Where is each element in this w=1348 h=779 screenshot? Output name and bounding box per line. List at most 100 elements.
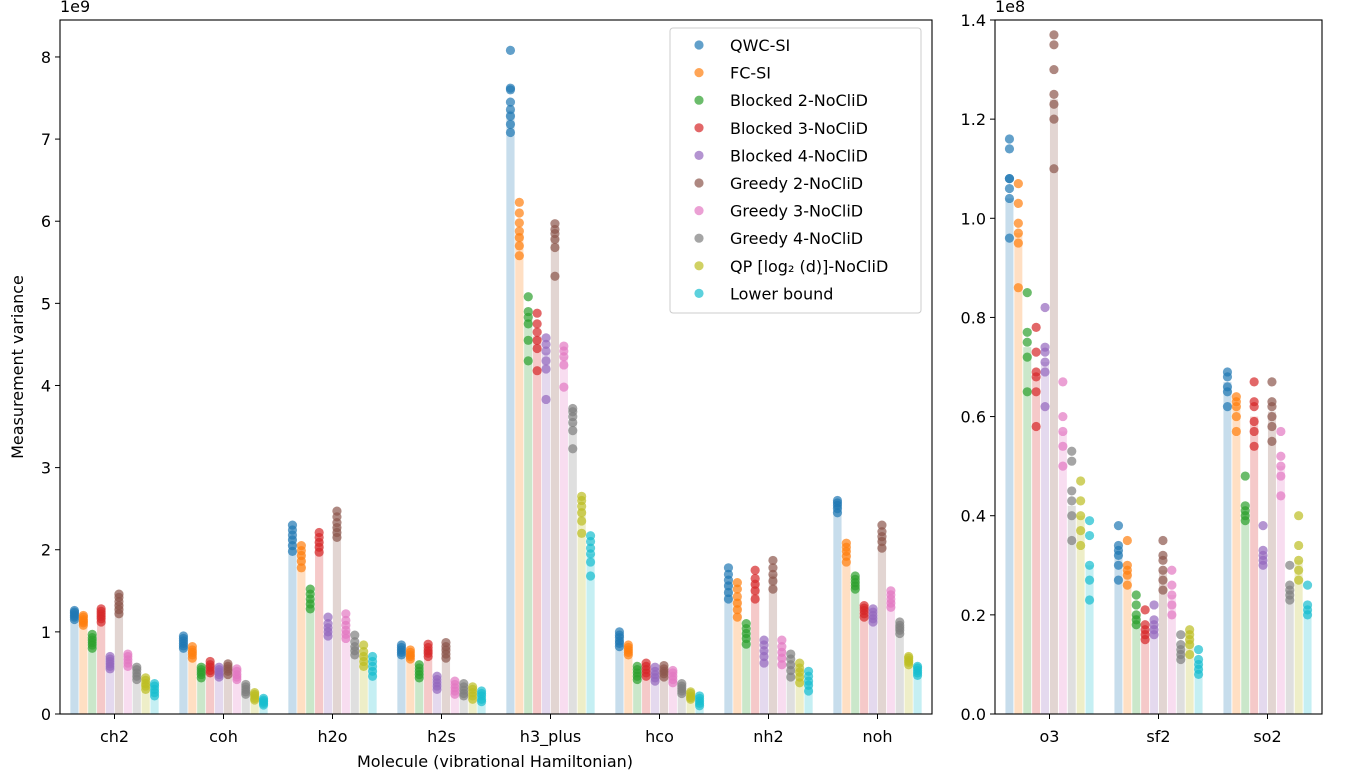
point-h3_plus-fc-si-2 bbox=[514, 233, 524, 243]
y-tick-label: 3 bbox=[41, 459, 51, 478]
bar-nh2-blocked-3-noclid bbox=[751, 582, 760, 714]
bar-sf2-greedy-3-noclid bbox=[1167, 595, 1176, 714]
x-tick-label-coh: coh bbox=[209, 727, 238, 746]
point-h3_plus-greedy-3-noclid-1 bbox=[559, 360, 569, 370]
y-tick-label: 7 bbox=[41, 130, 51, 149]
point-so2-greedy-3-noclid-2 bbox=[1276, 461, 1286, 471]
bar-noh-blocked-4-noclid bbox=[868, 615, 878, 714]
point-o3-greedy-2-noclid-3 bbox=[1049, 89, 1059, 99]
point-hco-blocked-3-noclid-4 bbox=[641, 658, 651, 668]
point-o3-greedy-4-noclid-2 bbox=[1067, 496, 1077, 506]
point-nh2-lower-bound-4 bbox=[803, 666, 814, 676]
legend-marker-greedy-4-noclid bbox=[694, 233, 704, 243]
point-h3_plus-greedy-2-noclid-5 bbox=[550, 219, 560, 229]
point-coh-qp-log-d-noclid-4 bbox=[250, 688, 260, 698]
bar-hco-greedy-2-noclid bbox=[659, 668, 669, 714]
left-panel: ch2 coh h2o h2s h3_plus hco nh2 noh 0 1 2 3 4 5 6 7 8 bbox=[41, 19, 933, 747]
bar-h3_plus-fc-si bbox=[515, 233, 524, 715]
bar-ch2-fc-si bbox=[79, 621, 88, 714]
bar-hco-blocked-4-noclid bbox=[650, 672, 660, 714]
bar-coh-greedy-2-noclid bbox=[223, 668, 233, 714]
bar-nh2-qwc-si bbox=[724, 582, 733, 714]
point-noh-greedy-2-noclid-0 bbox=[877, 543, 887, 553]
point-o3-greedy-4-noclid-3 bbox=[1067, 486, 1077, 496]
bar-h2o-greedy-2-noclid bbox=[332, 526, 342, 714]
bar-noh-fc-si bbox=[842, 549, 851, 714]
bar-sf2-blocked-4-noclid bbox=[1150, 624, 1159, 714]
point-h3_plus-qwc-si-1 bbox=[505, 119, 516, 129]
point-h3_plus-fc-si-3 bbox=[514, 226, 524, 236]
right-y-offset-label: 1e8 bbox=[995, 0, 1025, 16]
point-nh2-greedy-2-noclid-3 bbox=[768, 563, 778, 573]
legend-label-greedy-3-noclid: Greedy 3-NoCliD bbox=[730, 202, 863, 221]
point-hco-qwc-si-5 bbox=[614, 627, 625, 637]
bar-h2o-blocked-2-noclid bbox=[306, 599, 315, 714]
point-noh-blocked-4-noclid-4 bbox=[868, 604, 878, 614]
bar-h2o-qwc-si bbox=[288, 537, 297, 714]
point-nh2-greedy-2-noclid-0 bbox=[768, 584, 778, 594]
point-noh-blocked-2-noclid-4 bbox=[850, 571, 860, 581]
point-h2o-blocked-2-noclid-4 bbox=[305, 584, 315, 594]
x-tick-label-so2: so2 bbox=[1253, 727, 1281, 746]
point-sf2-fc-si-4 bbox=[1122, 535, 1132, 546]
x-tick-label-h3_plus: h3_plus bbox=[520, 727, 581, 747]
point-nh2-blocked-4-noclid-0 bbox=[759, 658, 769, 668]
legend-marker-qwc-si bbox=[694, 40, 704, 50]
point-ch2-blocked-3-noclid-5 bbox=[96, 604, 106, 614]
point-h3_plus-blocked-4-noclid-3 bbox=[541, 346, 551, 356]
x-tick-label-noh: noh bbox=[862, 727, 892, 746]
point-hco-lower-bound-4 bbox=[694, 691, 705, 701]
y-tick-label: 0.6 bbox=[961, 408, 986, 427]
point-so2-qwc-si-4 bbox=[1222, 367, 1233, 377]
point-o3-fc-si-2 bbox=[1013, 228, 1023, 238]
legend-label-greedy-2-noclid: Greedy 2-NoCliD bbox=[730, 174, 863, 193]
bar-sf2-greedy-2-noclid bbox=[1158, 570, 1167, 714]
bar-h3_plus-blocked-4-noclid bbox=[541, 352, 551, 714]
point-o3-greedy-2-noclid-2 bbox=[1049, 99, 1059, 109]
point-sf2-blocked-2-noclid-2 bbox=[1131, 610, 1141, 620]
point-o3-lower-bound-3 bbox=[1084, 530, 1095, 541]
point-o3-qp-log-d-noclid-0 bbox=[1076, 540, 1086, 551]
bar-h2s-blocked-3-noclid bbox=[424, 649, 433, 714]
point-o3-lower-bound-0 bbox=[1084, 595, 1095, 605]
point-so2-fc-si-1 bbox=[1231, 411, 1241, 422]
point-o3-greedy-4-noclid-0 bbox=[1067, 535, 1077, 546]
bar-h3_plus-greedy-2-noclid bbox=[550, 237, 560, 714]
point-noh-blocked-3-noclid-4 bbox=[859, 600, 869, 611]
point-o3-greedy-4-noclid-5 bbox=[1067, 446, 1077, 456]
bar-h2o-greedy-4-noclid bbox=[350, 645, 359, 714]
point-coh-lower-bound-4 bbox=[258, 693, 269, 704]
point-so2-qp-log-d-noclid-4 bbox=[1294, 511, 1304, 521]
legend-label-qp-log-d-noclid: QP [log₂ (d)]-NoCliD bbox=[730, 257, 888, 276]
point-o3-blocked-2-noclid-0 bbox=[1022, 387, 1032, 397]
point-sf2-greedy-2-noclid-4 bbox=[1158, 550, 1168, 560]
point-coh-fc-si-4 bbox=[187, 642, 197, 652]
point-nh2-blocked-3-noclid-1 bbox=[750, 586, 760, 596]
point-so2-fc-si-4 bbox=[1231, 392, 1241, 402]
y-tick-label: 5 bbox=[41, 294, 51, 313]
point-sf2-blocked-3-noclid-4 bbox=[1140, 605, 1150, 615]
point-nh2-greedy-2-noclid-2 bbox=[768, 569, 778, 579]
point-h3_plus-blocked-4-noclid-2 bbox=[541, 356, 551, 366]
legend-label-greedy-4-noclid: Greedy 4-NoCliD bbox=[730, 229, 863, 248]
point-o3-blocked-3-noclid-5 bbox=[1031, 322, 1041, 332]
legend-marker-blocked-4-noclid bbox=[694, 150, 704, 160]
bar-so2-qp-log-d-noclid bbox=[1294, 560, 1303, 714]
point-o3-greedy-4-noclid-4 bbox=[1067, 456, 1077, 466]
point-sf2-qwc-si-1 bbox=[1113, 560, 1124, 570]
point-o3-blocked-3-noclid-1 bbox=[1031, 387, 1041, 397]
point-o3-fc-si-1 bbox=[1013, 238, 1023, 248]
point-sf2-fc-si-0 bbox=[1122, 580, 1132, 590]
point-o3-greedy-2-noclid-6 bbox=[1049, 30, 1059, 40]
point-h3_plus-blocked-3-noclid-4 bbox=[532, 319, 542, 329]
point-o3-blocked-2-noclid-4 bbox=[1022, 288, 1032, 298]
bar-nh2-qp-log-d-noclid bbox=[795, 670, 804, 714]
bar-ch2-greedy-2-noclid bbox=[114, 603, 124, 714]
bar-sf2-blocked-3-noclid bbox=[1141, 629, 1150, 714]
bar-sf2-lower-bound bbox=[1194, 664, 1203, 714]
bar-h2o-blocked-3-noclid bbox=[315, 539, 324, 714]
bar-o3-blocked-2-noclid bbox=[1023, 347, 1032, 714]
point-h2s-qwc-si-4 bbox=[396, 640, 407, 650]
point-so2-blocked-3-noclid-4 bbox=[1249, 397, 1259, 407]
point-nh2-blocked-3-noclid-3 bbox=[750, 573, 760, 584]
